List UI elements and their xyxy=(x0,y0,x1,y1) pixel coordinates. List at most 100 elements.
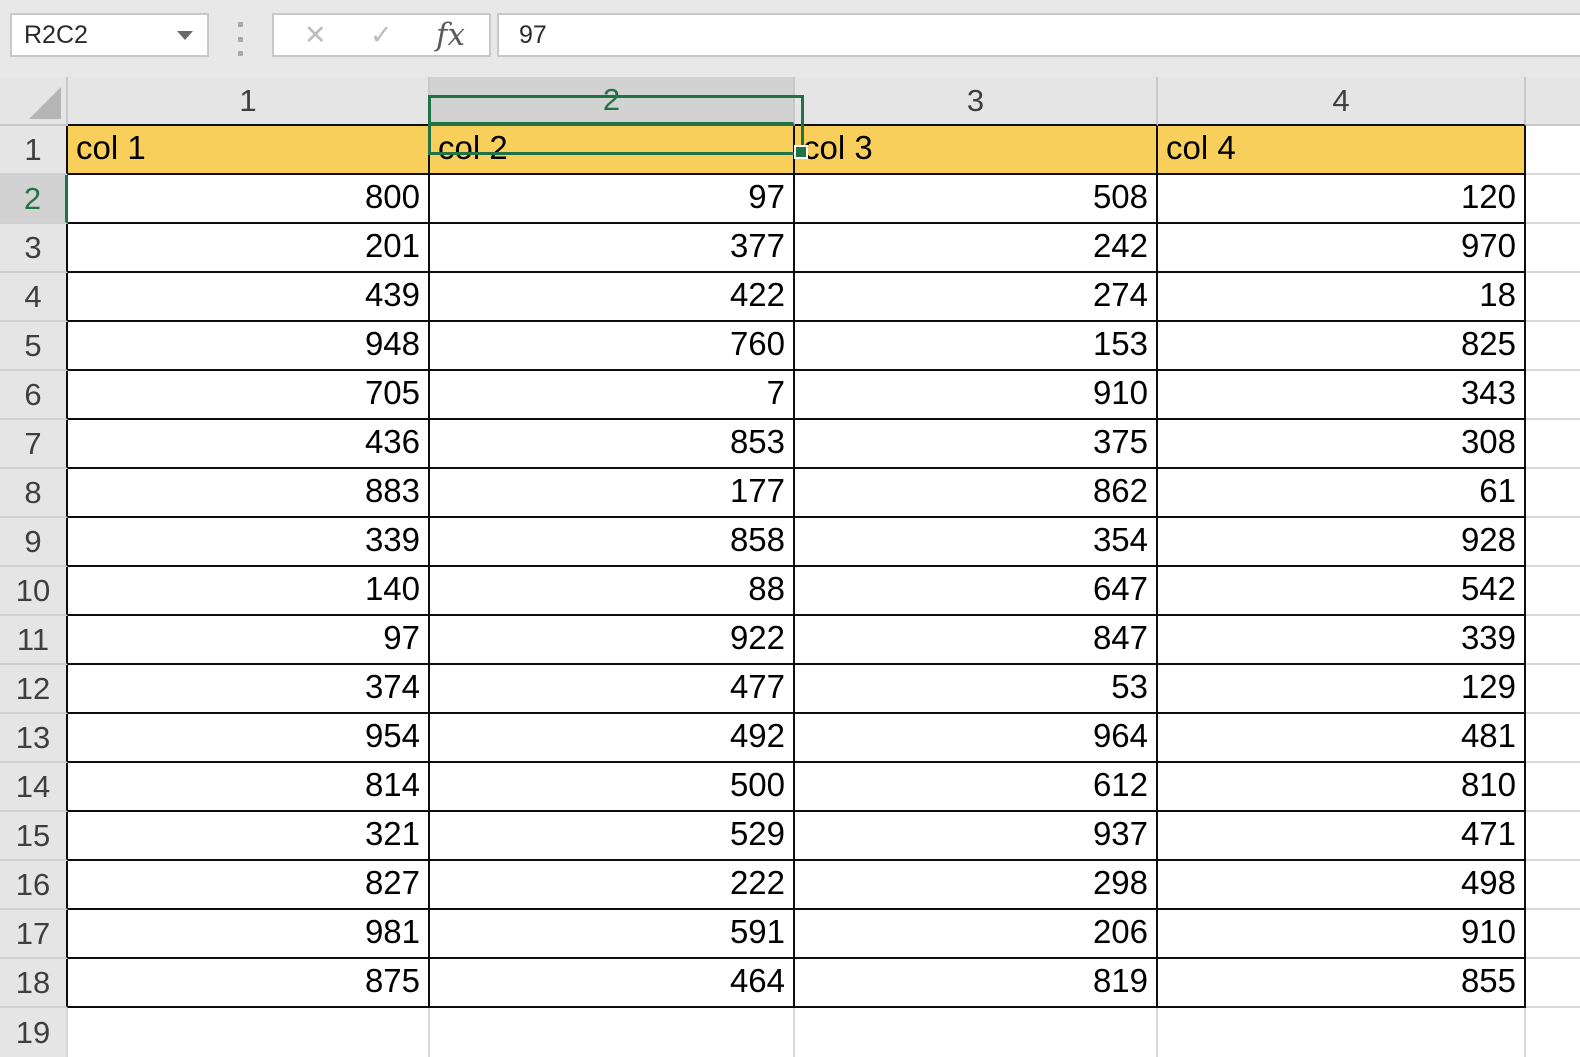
row-header-2[interactable]: 2 xyxy=(0,175,68,224)
cell[interactable]: 875 xyxy=(68,959,430,1008)
cell[interactable]: 910 xyxy=(795,371,1158,420)
cell[interactable]: col 3 xyxy=(795,126,1158,175)
cell[interactable]: 375 xyxy=(795,420,1158,469)
cell[interactable] xyxy=(1526,420,1580,469)
selected-cell-outline[interactable] xyxy=(428,95,808,159)
cell[interactable]: 339 xyxy=(1158,616,1526,665)
cell[interactable] xyxy=(1526,665,1580,714)
fill-handle[interactable] xyxy=(794,145,808,159)
row-header-4[interactable]: 4 xyxy=(0,273,68,322)
cell[interactable]: 922 xyxy=(430,616,795,665)
cell[interactable] xyxy=(1526,812,1580,861)
select-all-corner[interactable] xyxy=(0,77,68,126)
cell[interactable]: 612 xyxy=(795,763,1158,812)
cell[interactable] xyxy=(1526,714,1580,763)
cell[interactable]: 937 xyxy=(795,812,1158,861)
cell[interactable]: col 1 xyxy=(68,126,430,175)
cell[interactable]: 201 xyxy=(68,224,430,273)
cell[interactable] xyxy=(1526,518,1580,567)
cell[interactable]: col 4 xyxy=(1158,126,1526,175)
row-header-11[interactable]: 11 xyxy=(0,616,68,665)
chevron-down-icon[interactable] xyxy=(177,30,193,40)
cell[interactable] xyxy=(1526,322,1580,371)
cell[interactable]: 853 xyxy=(430,420,795,469)
cell[interactable]: 928 xyxy=(1158,518,1526,567)
row-header-10[interactable]: 10 xyxy=(0,567,68,616)
cell[interactable]: 970 xyxy=(1158,224,1526,273)
cell[interactable] xyxy=(1526,567,1580,616)
cell[interactable]: 954 xyxy=(68,714,430,763)
cancel-icon[interactable]: ✕ xyxy=(304,19,327,50)
cell[interactable] xyxy=(1526,224,1580,273)
cell[interactable]: 591 xyxy=(430,910,795,959)
cell[interactable] xyxy=(1158,1008,1526,1057)
cell[interactable] xyxy=(430,1008,795,1057)
cell[interactable]: 981 xyxy=(68,910,430,959)
cell[interactable]: 61 xyxy=(1158,469,1526,518)
enter-icon[interactable]: ✓ xyxy=(370,19,393,50)
cell[interactable]: 827 xyxy=(68,861,430,910)
cell[interactable] xyxy=(1526,616,1580,665)
column-header-3[interactable]: 3 xyxy=(795,77,1158,126)
cell[interactable]: 800 xyxy=(68,175,430,224)
row-header-15[interactable]: 15 xyxy=(0,812,68,861)
cell[interactable] xyxy=(1526,1008,1580,1057)
cell[interactable]: 53 xyxy=(795,665,1158,714)
cell[interactable]: 422 xyxy=(430,273,795,322)
cell[interactable]: 120 xyxy=(1158,175,1526,224)
cell[interactable]: 464 xyxy=(430,959,795,1008)
cell[interactable]: 847 xyxy=(795,616,1158,665)
cell[interactable]: 862 xyxy=(795,469,1158,518)
row-header-9[interactable]: 9 xyxy=(0,518,68,567)
cell[interactable]: 177 xyxy=(430,469,795,518)
cell[interactable]: 760 xyxy=(430,322,795,371)
row-header-1[interactable]: 1 xyxy=(0,126,68,175)
cell[interactable]: 819 xyxy=(795,959,1158,1008)
cell[interactable]: 354 xyxy=(795,518,1158,567)
cell[interactable] xyxy=(1526,959,1580,1008)
cell[interactable]: 542 xyxy=(1158,567,1526,616)
formula-bar-input[interactable]: 97 xyxy=(497,13,1580,57)
cell[interactable]: 964 xyxy=(795,714,1158,763)
cell[interactable]: 500 xyxy=(430,763,795,812)
column-header-2[interactable]: 2 xyxy=(430,77,795,126)
cell[interactable]: 18 xyxy=(1158,273,1526,322)
cell[interactable]: 508 xyxy=(795,175,1158,224)
cell[interactable]: 910 xyxy=(1158,910,1526,959)
cell[interactable]: 436 xyxy=(68,420,430,469)
cell[interactable] xyxy=(795,1008,1158,1057)
cell[interactable] xyxy=(1526,861,1580,910)
cell[interactable]: 222 xyxy=(430,861,795,910)
cell[interactable]: 321 xyxy=(68,812,430,861)
cell[interactable]: 705 xyxy=(68,371,430,420)
cell[interactable]: 7 xyxy=(430,371,795,420)
row-header-8[interactable]: 8 xyxy=(0,469,68,518)
cell[interactable]: 339 xyxy=(68,518,430,567)
cell[interactable]: 377 xyxy=(430,224,795,273)
cell[interactable]: 529 xyxy=(430,812,795,861)
cell[interactable]: 298 xyxy=(795,861,1158,910)
cell[interactable]: 883 xyxy=(68,469,430,518)
cell[interactable] xyxy=(1526,469,1580,518)
cell[interactable]: 153 xyxy=(795,322,1158,371)
insert-function-icon[interactable]: fx xyxy=(436,16,465,53)
cell[interactable] xyxy=(1526,763,1580,812)
cell[interactable]: col 2 xyxy=(430,126,795,175)
cell[interactable]: 129 xyxy=(1158,665,1526,714)
cell[interactable]: 825 xyxy=(1158,322,1526,371)
cell[interactable] xyxy=(1526,126,1580,175)
cell[interactable]: 471 xyxy=(1158,812,1526,861)
row-header-5[interactable]: 5 xyxy=(0,322,68,371)
cell[interactable]: 206 xyxy=(795,910,1158,959)
cell[interactable]: 88 xyxy=(430,567,795,616)
cell[interactable]: 374 xyxy=(68,665,430,714)
row-header-18[interactable]: 18 xyxy=(0,959,68,1008)
cell[interactable]: 498 xyxy=(1158,861,1526,910)
cell[interactable]: 343 xyxy=(1158,371,1526,420)
cell[interactable]: 97 xyxy=(68,616,430,665)
cell[interactable]: 477 xyxy=(430,665,795,714)
row-header-17[interactable]: 17 xyxy=(0,910,68,959)
row-header-6[interactable]: 6 xyxy=(0,371,68,420)
row-header-13[interactable]: 13 xyxy=(0,714,68,763)
cell[interactable]: 97 xyxy=(430,175,795,224)
